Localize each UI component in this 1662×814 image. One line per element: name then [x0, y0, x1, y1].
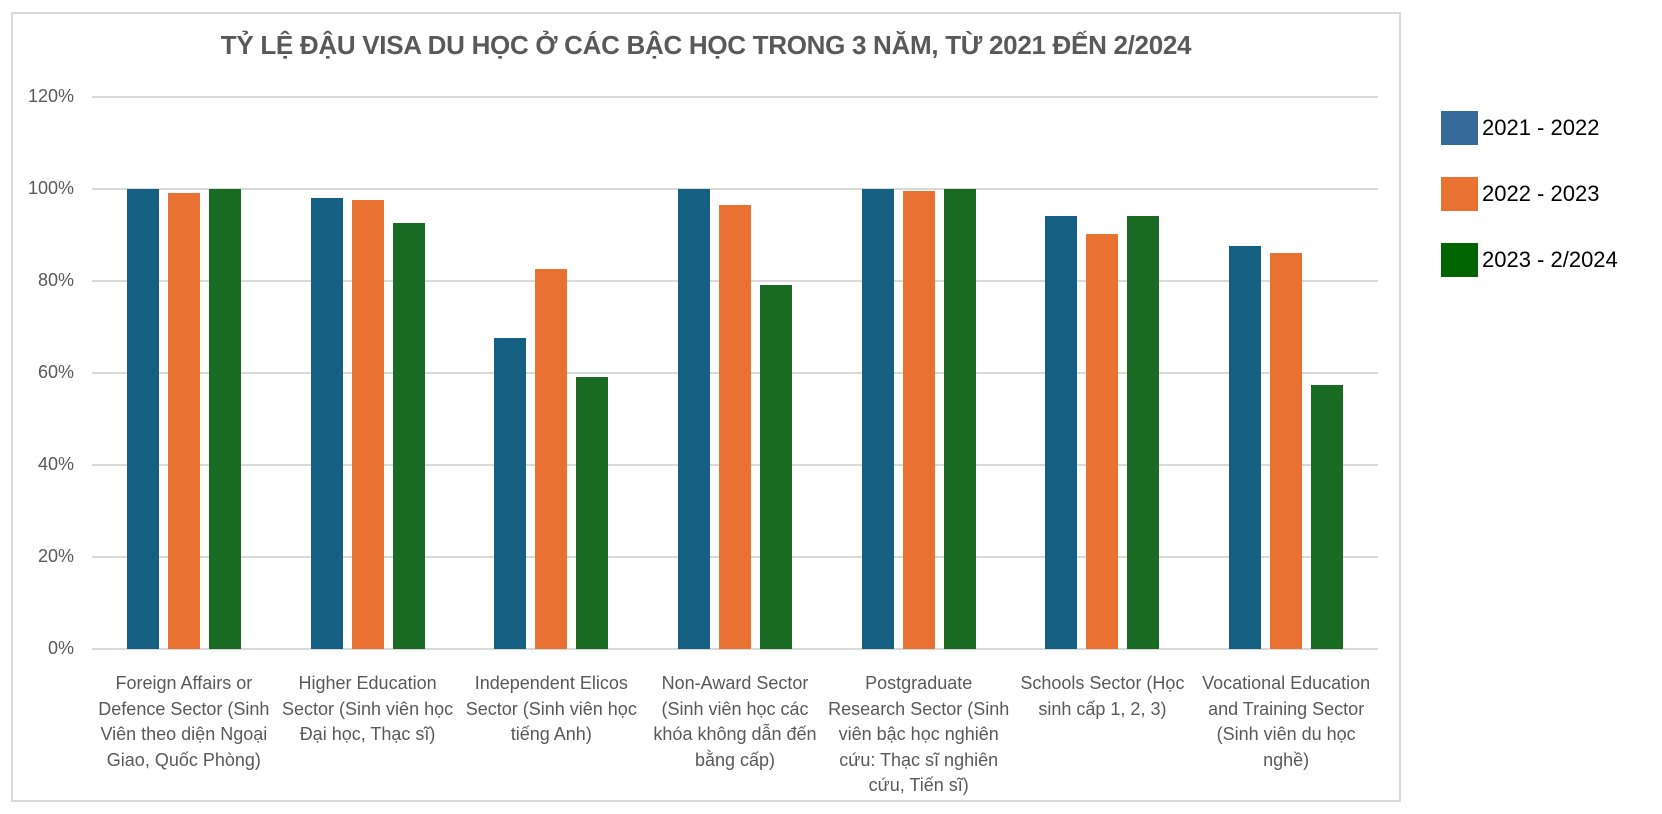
bar: [1311, 384, 1344, 649]
legend-item: 2021 - 2022: [1441, 111, 1599, 145]
legend-swatch: [1441, 177, 1478, 211]
legend-item: 2023 - 2/2024: [1441, 243, 1618, 277]
bar: [351, 200, 384, 649]
x-tick-label: Postgraduate Research Sector (Sinh viên …: [828, 673, 1010, 795]
y-tick-label: 20%: [37, 546, 74, 566]
bar: [392, 223, 425, 649]
x-tick-label: Independent Elicos Sector (Sinh viên học…: [465, 673, 637, 744]
x-tick-label: Foreign Affairs or Defence Sector (Sinh …: [98, 673, 270, 770]
bar: [1127, 216, 1160, 649]
x-tick-label: Schools Sector (Học sinh cấp 1, 2, 3): [1020, 673, 1185, 719]
legend-label: 2022 - 2023: [1482, 181, 1600, 206]
legend-label: 2023 - 2/2024: [1482, 247, 1618, 272]
legend-swatch: [1441, 243, 1478, 277]
bar: [535, 269, 568, 649]
gridline: [92, 96, 1378, 98]
y-tick-label: 100%: [27, 178, 74, 198]
x-tick-label: Higher Education Sector (Sinh viên học Đ…: [282, 673, 454, 744]
bar: [167, 193, 200, 649]
x-tick-label: Vocational Education and Training Sector…: [1202, 673, 1371, 770]
gridline: [92, 188, 1378, 190]
bar: [861, 189, 894, 649]
y-tick-label: 80%: [37, 270, 74, 290]
bar: [943, 189, 976, 649]
bar: [1086, 234, 1119, 649]
bar: [902, 190, 935, 649]
y-tick-label: 0%: [47, 638, 74, 658]
legend-item: 2022 - 2023: [1441, 177, 1599, 211]
plot-area: [92, 96, 1378, 650]
bar: [719, 205, 751, 649]
bar: [760, 285, 792, 649]
bar: [678, 189, 710, 649]
legend-swatch: [1441, 111, 1478, 145]
bar: [208, 189, 241, 649]
x-tick-label: Non-Award Sector (Sinh viên học các khóa…: [653, 673, 817, 770]
y-tick-label: 40%: [37, 454, 74, 474]
bar: [310, 198, 343, 649]
bar: [494, 338, 527, 649]
legend-label: 2021 - 2022: [1482, 115, 1600, 140]
gridline: [92, 648, 1378, 650]
chart-title: TỶ LỆ ĐẬU VISA DU HỌC Ở CÁC BẬC HỌC TRON…: [220, 30, 1192, 60]
bar: [1270, 252, 1303, 649]
bar: [126, 189, 159, 649]
bar: [1045, 216, 1078, 649]
y-tick-label: 60%: [37, 362, 74, 382]
bar: [576, 377, 609, 649]
bar: [1229, 246, 1262, 649]
y-tick-label: 120%: [27, 86, 74, 106]
